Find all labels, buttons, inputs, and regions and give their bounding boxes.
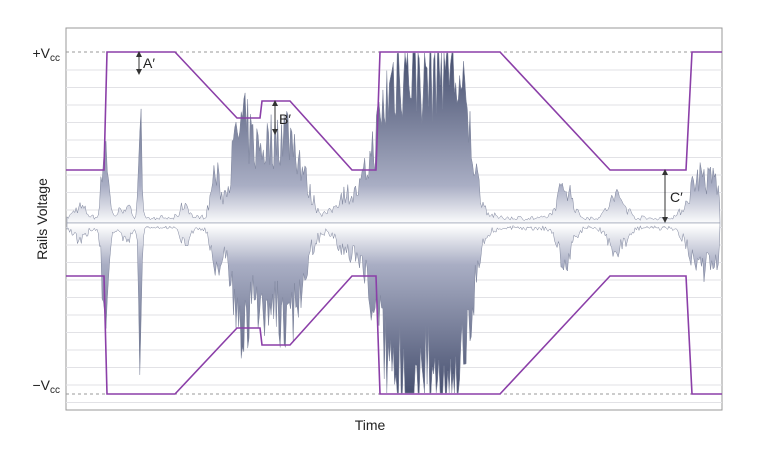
annotation: B′ — [279, 111, 291, 127]
waveform — [66, 52, 721, 394]
rail-label-sub: cc — [50, 385, 60, 396]
x-axis-title: Time — [355, 417, 386, 433]
rail-label: +Vcc — [32, 45, 60, 64]
y-axis-title: Rails Voltage — [34, 178, 50, 260]
rail-label-sub: cc — [50, 53, 60, 64]
waveform-half — [66, 52, 721, 224]
rail-label: −Vcc — [32, 377, 60, 396]
negative-rail — [66, 275, 722, 395]
annotation: C′ — [670, 189, 683, 205]
waveform-half — [66, 222, 721, 394]
rail-label-main: −V — [32, 377, 50, 393]
annotation: A′ — [143, 55, 155, 71]
rail-label-main: +V — [32, 45, 50, 61]
